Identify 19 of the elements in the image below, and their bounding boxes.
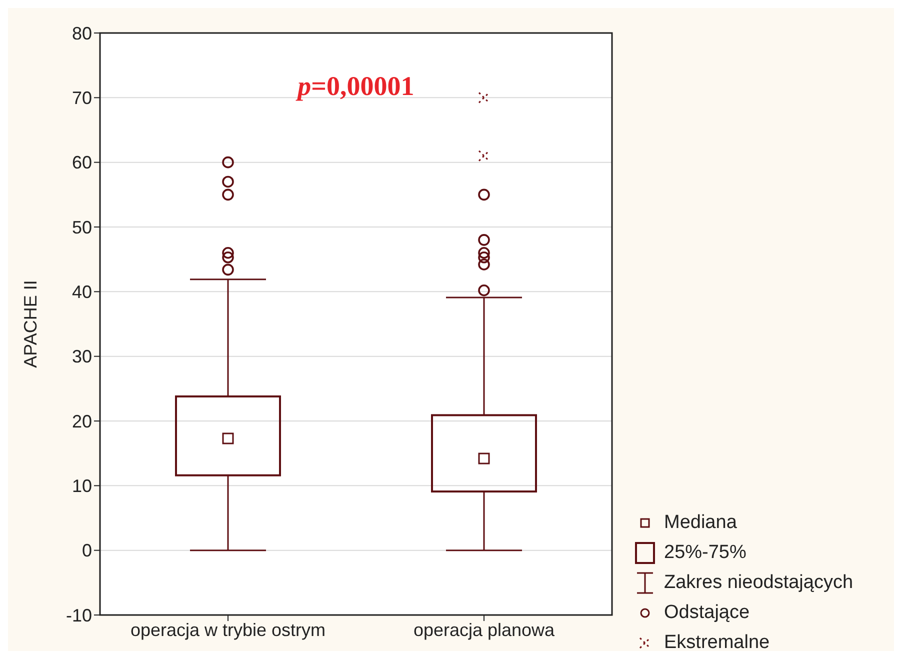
text: Mediana [664, 511, 737, 535]
x-tick-label: operacja w trybie ostrym [130, 620, 326, 640]
text: Zakres nieodstających [664, 571, 854, 595]
y-tick-label: 40 [72, 282, 92, 302]
y-tick-label: 30 [72, 346, 92, 367]
y-tick-label: 10 [72, 476, 92, 496]
legend-label: Ekstremalne [664, 631, 770, 655]
annotation: p=0,00001 [296, 71, 414, 101]
y-tick-label: 0 [82, 540, 92, 561]
text: Odstające [664, 601, 750, 625]
y-tick-label: 70 [72, 88, 92, 108]
y-tick-label: 60 [72, 152, 92, 173]
y-tick-label: 80 [72, 23, 92, 44]
y-tick-label: 50 [72, 217, 92, 238]
y-tick-label: 20 [72, 411, 92, 432]
x-tick-label: operacja planowa [413, 620, 556, 640]
y-tick-label: -10 [66, 605, 92, 626]
y-axis-title: APACHE II [20, 280, 40, 368]
text: 25%-75% [664, 541, 746, 565]
